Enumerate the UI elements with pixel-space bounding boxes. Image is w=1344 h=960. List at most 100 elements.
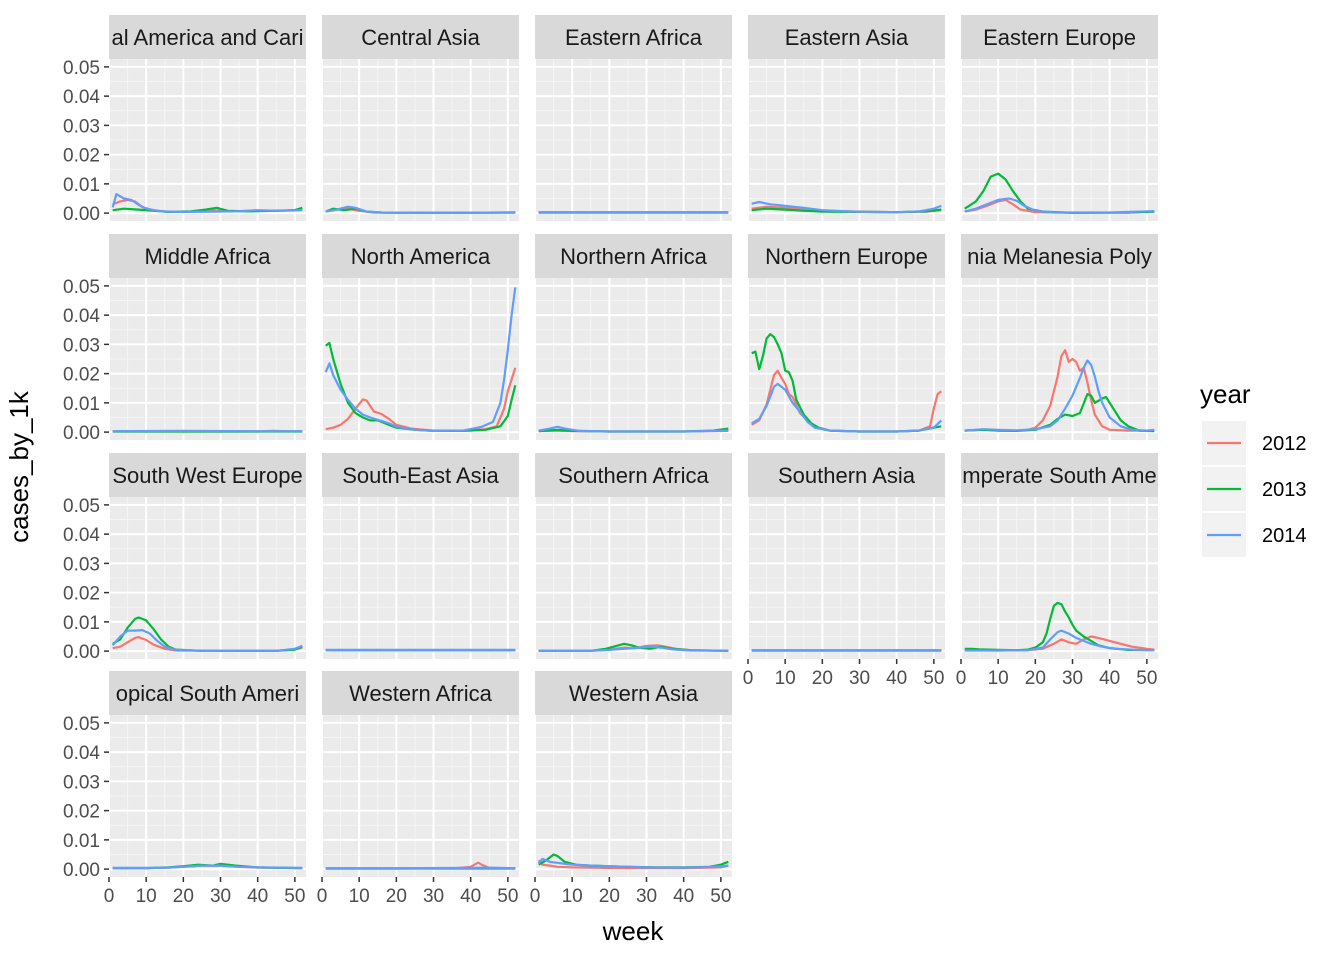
y-tick-label: 0.03	[63, 116, 100, 137]
y-tick-label: 0.02	[63, 584, 100, 605]
facet-panel: nia Melanesia Poly	[960, 234, 1158, 440]
x-tick-label: 20	[1025, 668, 1046, 689]
facet-strip-background	[322, 234, 519, 278]
x-tick-label: 40	[247, 886, 268, 907]
facet-strip: opical South Ameri	[109, 671, 306, 715]
facet-strip-background	[109, 453, 306, 497]
legend-label: 2013	[1262, 479, 1307, 501]
facet-strip-label: Middle Africa	[145, 244, 272, 269]
legend-title: year	[1200, 379, 1251, 409]
x-tick-label: 0	[317, 886, 328, 907]
y-tick-label: 0.03	[63, 335, 100, 356]
y-tick-label: 0.03	[63, 554, 100, 575]
x-tick-label: 10	[349, 886, 370, 907]
x-tick-label: 50	[1136, 668, 1157, 689]
x-tick-label: 20	[599, 886, 620, 907]
y-tick-label: 0.05	[63, 58, 100, 79]
x-tick-label: 10	[775, 668, 796, 689]
series-line-2014	[538, 645, 729, 652]
y-tick-label: 0.04	[63, 306, 100, 327]
facet-strip-label: nia Melanesia Poly	[967, 244, 1152, 269]
facet-panel: al America and Cari	[108, 15, 306, 221]
legend-label: 2012	[1262, 433, 1307, 455]
facet-strip: Southern Africa	[535, 453, 732, 497]
facet-strip-background	[322, 15, 519, 59]
x-tick-label: 0	[530, 886, 541, 907]
x-tick-label: 30	[1062, 668, 1083, 689]
facet-panel: Eastern Africa	[534, 15, 732, 221]
series-line-2012	[325, 367, 517, 432]
series-line-2014	[964, 359, 1155, 432]
facet-strip-background	[109, 234, 306, 278]
legend-entry: 2014	[1202, 513, 1307, 557]
series-line-2014	[111, 629, 303, 652]
y-tick-label: 0.02	[63, 802, 100, 823]
x-tick-label: 40	[1099, 668, 1120, 689]
facet-strip-label: Southern Africa	[558, 463, 709, 488]
x-tick-label: 0	[743, 668, 754, 689]
facet-strip-label: Northern Africa	[560, 244, 707, 269]
y-tick-label: 0.05	[63, 277, 100, 298]
facet-panel: Central Asia	[321, 15, 519, 221]
series-line-2014	[325, 205, 516, 214]
facet-strip-background	[109, 15, 306, 59]
x-tick-label: 40	[886, 668, 907, 689]
facet-strip: South-East Asia	[322, 453, 519, 497]
facet-strip: al America and Cari	[109, 15, 306, 59]
legend-entry: 2013	[1202, 467, 1307, 511]
x-tick-label: 50	[710, 886, 731, 907]
x-tick-label: 10	[136, 886, 157, 907]
facet-strip-background	[535, 453, 732, 497]
y-tick-label: 0.00	[63, 204, 100, 225]
facet-strip-label: South West Europe	[112, 463, 302, 488]
x-tick-label: 30	[210, 886, 231, 907]
facet-panel: South-East Asia	[321, 453, 519, 659]
facet-strip-background	[748, 453, 945, 497]
axes: 0.00 0.01 0.02 0.03 0.04 0.05 0.00 0.01 0.02 0.03…	[63, 58, 1157, 907]
facet-strip-label: South-East Asia	[342, 463, 499, 488]
facet-strip-background	[748, 15, 945, 59]
x-tick-label: 50	[284, 886, 305, 907]
series-line-2014	[112, 864, 303, 869]
y-tick-label: 0.01	[63, 613, 100, 634]
y-tick-label: 0.01	[63, 394, 100, 415]
facet-panel: Southern Africa	[534, 453, 732, 659]
facet-strip-label: Eastern Asia	[785, 25, 909, 50]
facet-strip-background	[535, 671, 732, 715]
series-line-2014	[964, 197, 1155, 214]
series-line-2013	[325, 341, 517, 432]
facet-panel: opical South Ameri	[108, 671, 306, 877]
y-tick-label: 0.00	[63, 860, 100, 881]
facet-panels: al America and Cari Central Asia Eastern A…	[108, 15, 1158, 877]
facet-panel: Eastern Europe	[960, 15, 1158, 221]
facet-strip-background	[748, 234, 945, 278]
facet-strip: Northern Africa	[535, 234, 732, 278]
facet-strip-label: al America and Cari	[112, 25, 304, 50]
x-tick-label: 0	[956, 668, 967, 689]
facet-strip-background	[961, 15, 1158, 59]
facet-strip: Western Africa	[322, 671, 519, 715]
facet-panel: Eastern Asia	[747, 15, 945, 221]
facet-strip-background	[535, 234, 732, 278]
x-tick-label: 40	[460, 886, 481, 907]
facet-strip-label: Eastern Europe	[983, 25, 1136, 50]
y-axis-title: cases_by_1k	[4, 390, 34, 543]
y-tick-label: 0.02	[63, 365, 100, 386]
facet-strip-label: Northern Europe	[765, 244, 928, 269]
facet-strip: Western Asia	[535, 671, 732, 715]
facet-strip: South West Europe	[109, 453, 306, 497]
x-tick-label: 50	[923, 668, 944, 689]
facet-strip-background	[109, 671, 306, 715]
series-line-2014	[325, 866, 516, 870]
facet-panel: Southern Asia	[747, 453, 945, 659]
facet-strip-background	[322, 671, 519, 715]
y-tick-label: 0.01	[63, 175, 100, 196]
facet-strip: mperate South Ame	[961, 453, 1158, 497]
series-line-2014	[537, 857, 729, 869]
y-tick-label: 0.02	[63, 146, 100, 167]
x-tick-label: 10	[988, 668, 1009, 689]
facet-strip-label: opical South Ameri	[116, 681, 299, 706]
facet-panel: North America	[321, 234, 519, 440]
facet-strip: Middle Africa	[109, 234, 306, 278]
